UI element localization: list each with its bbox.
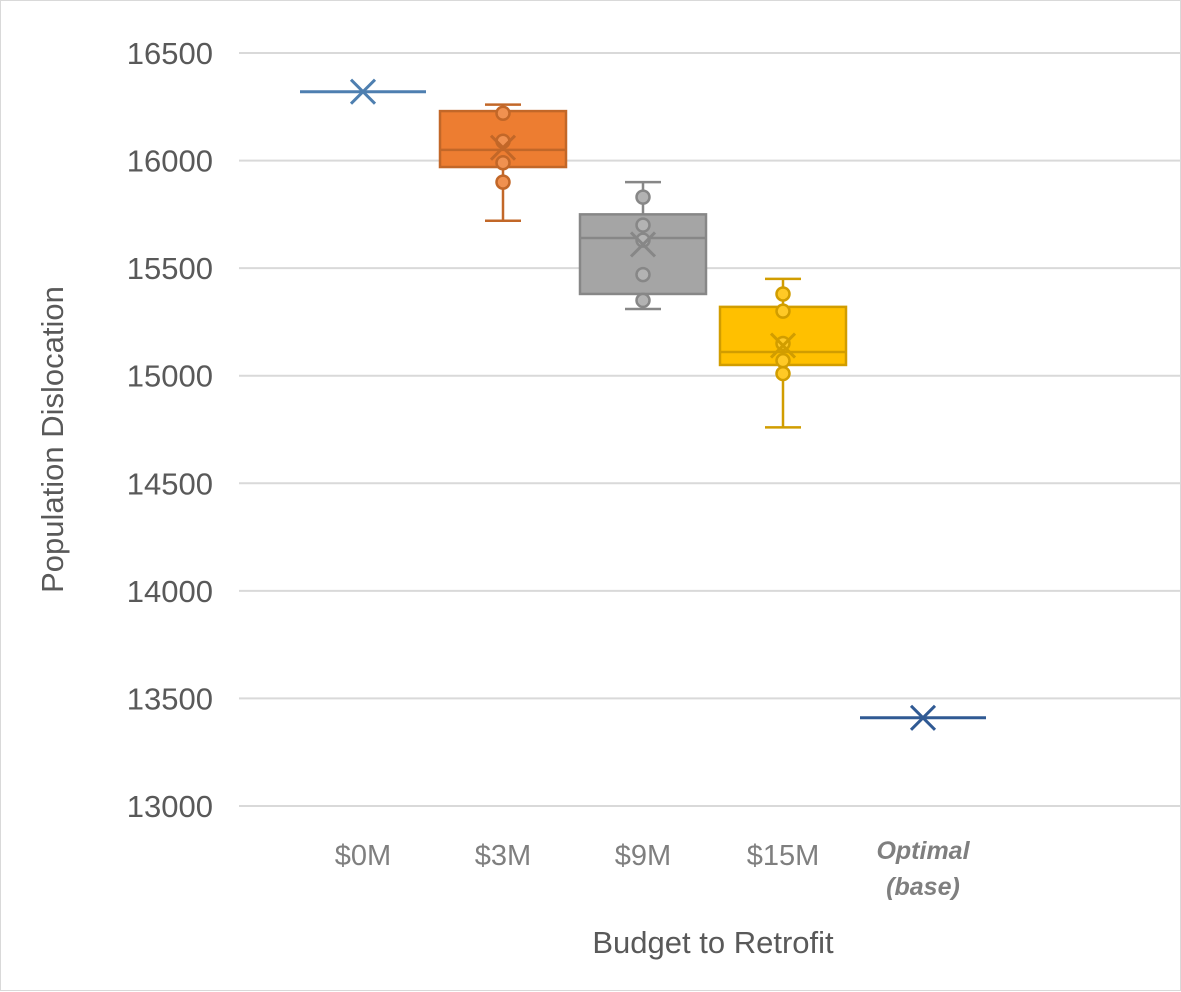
mean-marker	[349, 78, 377, 105]
data-point	[635, 189, 651, 205]
data-point	[495, 174, 511, 190]
y-tick-label: 16500	[127, 36, 213, 71]
x-tick-label-line: Optimal	[876, 837, 970, 865]
data-point	[775, 365, 791, 382]
mean-marker	[489, 134, 517, 161]
x-tick-label: $9M	[615, 840, 671, 872]
x-tick-label: $0M	[335, 840, 391, 872]
y-tick-label: 13000	[127, 789, 213, 824]
data-point	[635, 232, 651, 248]
data-point	[635, 292, 651, 309]
x-axis-title: Budget to Retrofit	[592, 925, 834, 960]
y-axis-title: Population Dislocation	[35, 286, 70, 593]
data-point	[775, 352, 791, 369]
mean-marker	[909, 704, 937, 731]
y-tick-label: 15000	[127, 359, 213, 394]
y-tick-label: 14000	[127, 574, 213, 609]
mean-marker	[769, 332, 797, 359]
y-tick-label: 16000	[127, 144, 213, 179]
data-point	[635, 266, 651, 283]
x-tick-label: Optimal (base)	[876, 837, 970, 901]
data-point	[775, 335, 791, 352]
data-point	[495, 105, 511, 121]
y-tick-label: 13500	[127, 681, 213, 716]
x-tick-label: $15M	[747, 840, 820, 872]
data-point	[775, 286, 791, 302]
mean-marker	[629, 231, 657, 258]
x-tick-label-line: (base)	[886, 873, 960, 901]
data-point	[775, 303, 791, 319]
x-tick-label: $3M	[475, 840, 531, 872]
data-point	[635, 217, 651, 233]
y-tick-label: 15500	[127, 251, 213, 286]
data-point	[495, 154, 511, 171]
y-tick-label: 14500	[127, 466, 213, 501]
